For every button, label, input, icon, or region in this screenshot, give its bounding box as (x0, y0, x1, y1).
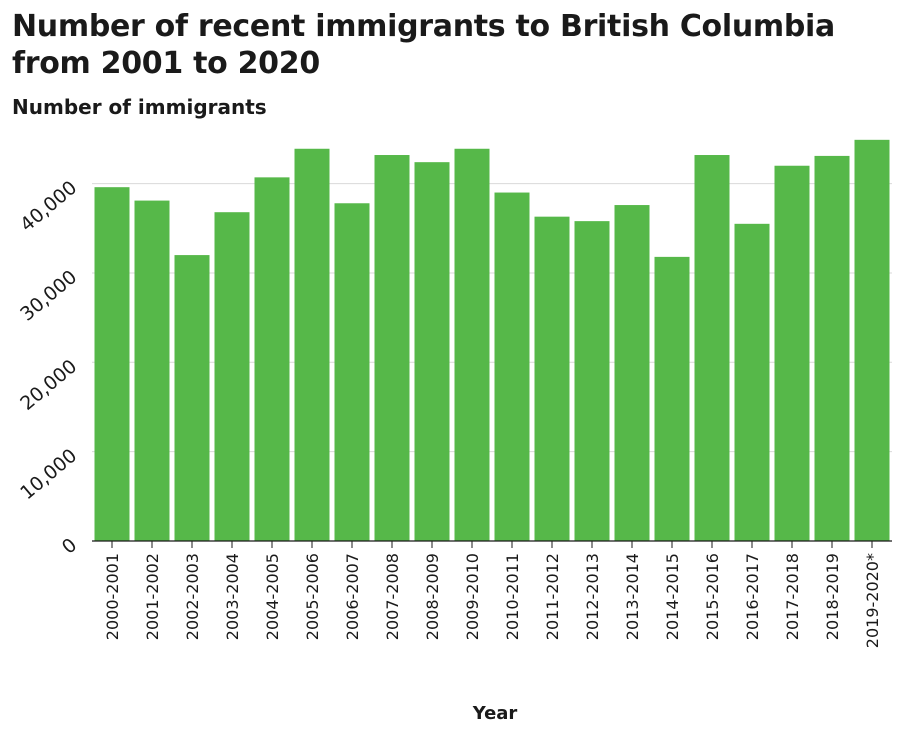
bar (254, 177, 290, 541)
x-tick-label: 2005-2006 (303, 553, 322, 640)
x-tick-label: 2002-2003 (183, 553, 202, 640)
bar (814, 155, 850, 541)
x-tick-label: 2015-2016 (703, 553, 722, 640)
x-tick-label: 2001-2002 (143, 553, 162, 640)
x-tick-label: 2003-2004 (223, 553, 242, 640)
y-tick-label: 30,000 (16, 266, 81, 326)
bar (94, 187, 130, 541)
bar (454, 148, 490, 541)
x-tick-label: 2018-2019 (823, 553, 842, 640)
bar (694, 155, 730, 541)
x-tick-label: 2000-2001 (103, 553, 122, 640)
bar (734, 223, 770, 541)
bar (534, 216, 570, 541)
bar (614, 205, 650, 541)
x-tick-label: 2019-2020* (863, 553, 882, 648)
axes (92, 540, 892, 548)
x-tick-label: 2013-2014 (623, 553, 642, 640)
x-tick-label: 2014-2015 (663, 553, 682, 640)
x-tick-label: 2017-2018 (783, 553, 802, 640)
bar (494, 192, 530, 542)
bar (134, 200, 170, 541)
x-axis-title: Year (472, 703, 518, 724)
bar (654, 256, 690, 541)
x-tick-label: 2007-2008 (383, 553, 402, 640)
x-tick-label: 2009-2010 (463, 553, 482, 640)
y-tick-label: 10,000 (16, 445, 81, 505)
bar (334, 203, 370, 542)
bar (774, 165, 810, 541)
y-tick-label: 40,000 (16, 177, 81, 237)
gridlines (92, 183, 892, 453)
x-tick-label: 2012-2013 (583, 553, 602, 640)
bar (214, 212, 250, 541)
bars (94, 139, 890, 542)
bar (174, 255, 210, 541)
x-tick-label: 2011-2012 (543, 553, 562, 640)
x-tick-labels: 2000-2001 2001-2002 2002-2003 2003-2004 2004… (103, 553, 882, 648)
bar (854, 139, 890, 542)
x-tick-label: 2008-2009 (423, 553, 442, 640)
bar (374, 155, 410, 541)
bar (414, 162, 450, 541)
y-tick-label: 20,000 (16, 355, 81, 415)
x-tick-label: 2006-2007 (343, 553, 362, 640)
bar (574, 221, 610, 542)
x-tick-label: 2010-2011 (503, 553, 522, 640)
y-tick-label: 0 (58, 534, 81, 559)
y-axis-title: Number of immigrants (12, 95, 267, 119)
bar (294, 148, 330, 541)
chart-title: Number of recent immigrants to British C… (12, 9, 835, 81)
y-tick-labels: 0 10,000 20,000 30,000 40,000 (16, 177, 81, 559)
x-tick-label: 2004-2005 (263, 553, 282, 640)
x-tick-label: 2016-2017 (743, 553, 762, 640)
